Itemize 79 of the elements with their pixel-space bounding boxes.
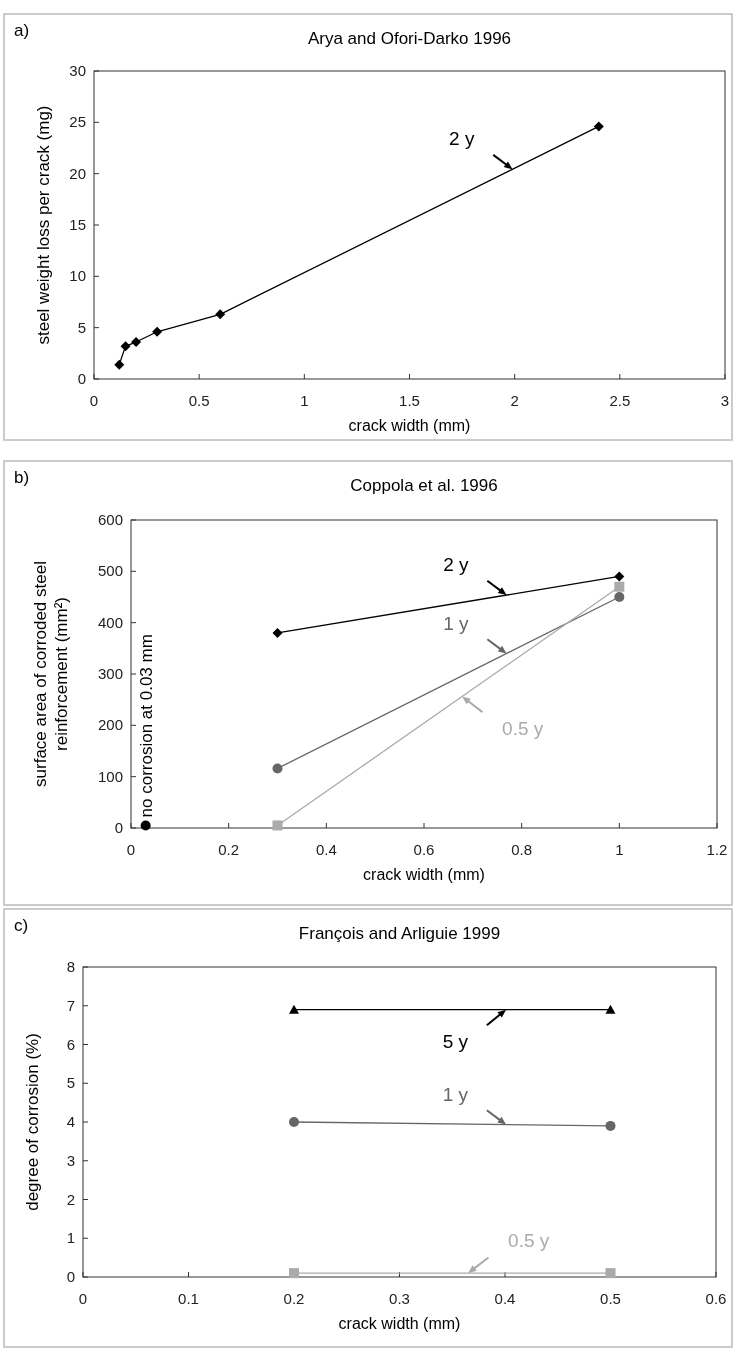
- series-label: 2 y: [449, 128, 475, 150]
- x-tick-label: 1: [615, 841, 624, 858]
- y-tick-label: 2: [66, 1190, 75, 1208]
- x-tick-label: 3: [720, 392, 730, 409]
- series-label: 0.5 y: [508, 1230, 550, 1252]
- point: [215, 309, 226, 320]
- x-tick-label: 2: [510, 392, 519, 409]
- point: [152, 326, 163, 337]
- x-tick-label: 0.4: [494, 1290, 516, 1307]
- y-axis-title: degree of corrosion (%): [23, 1033, 42, 1211]
- x-tick-label: 0.1: [178, 1290, 199, 1307]
- y-tick-label: 30: [69, 62, 86, 79]
- text: 0.5 y: [502, 717, 544, 739]
- y-tick-label: 6: [66, 1035, 75, 1053]
- y-tick-label: 0: [66, 1268, 75, 1285]
- y-tick-label: 0: [114, 819, 123, 836]
- x-tick-label: 0.6: [705, 1290, 727, 1307]
- x-tick-label: 0.2: [283, 1290, 305, 1307]
- chart-title: Arya and Ofori-Darko 1996: [307, 29, 512, 48]
- y-tick-label: 600: [97, 511, 123, 528]
- y-tick-label: 7: [66, 996, 75, 1014]
- y-tick-label: 8: [66, 958, 75, 975]
- y-tick-label: 400: [97, 613, 123, 631]
- point: [114, 359, 125, 370]
- y-tick-label: 10: [69, 267, 86, 285]
- series-label: 1 y: [443, 612, 470, 634]
- series-label: 2 y: [443, 554, 470, 576]
- series-label: 5 y: [442, 1030, 469, 1052]
- x-tick-label: 1: [300, 392, 309, 409]
- x-tick-label: 0.8: [511, 841, 533, 858]
- x-tick-label: 0.6: [413, 841, 435, 858]
- x-tick-label: 2.5: [609, 392, 631, 409]
- text: b): [14, 468, 30, 487]
- series-label: 1 y: [442, 1083, 469, 1105]
- chart-title: Coppola et al. 1996: [350, 476, 498, 495]
- x-tick-label: 0.4: [315, 841, 337, 858]
- y-tick-label: 300: [97, 665, 123, 682]
- point: [131, 337, 142, 348]
- point: [593, 121, 604, 132]
- point: [605, 1120, 616, 1131]
- x-tick-label: 0: [126, 841, 136, 858]
- y-tick-label: 5: [77, 318, 86, 336]
- text: c): [14, 916, 29, 935]
- chart-title: François and Arliguie 1999: [298, 924, 501, 943]
- x-axis-title: crack width (mm): [338, 1315, 461, 1332]
- x-tick-label: 1.5: [399, 392, 420, 409]
- point: [289, 1117, 299, 1127]
- point: [289, 1268, 299, 1279]
- point: [272, 627, 283, 638]
- x-tick-label: 0.3: [389, 1290, 410, 1307]
- point: [614, 592, 625, 602]
- x-tick-label: 0.5: [600, 1290, 621, 1307]
- y-tick-label: 20: [69, 164, 86, 182]
- y-tick-label: 100: [97, 767, 123, 785]
- y-tick-label: 4: [66, 1113, 75, 1130]
- text: a): [14, 21, 30, 40]
- x-tick-label: 0.2: [218, 841, 240, 858]
- y-tick-label: 25: [69, 113, 86, 131]
- point: [614, 571, 625, 582]
- y-axis-title: steel weight loss per crack (mg): [34, 105, 53, 345]
- y-tick-label: 5: [66, 1074, 75, 1092]
- y-axis-title: surface area of corroded steel reinforcement (mm²): [31, 561, 71, 787]
- point: [614, 581, 625, 592]
- point: [605, 1268, 616, 1279]
- y-tick-label: 15: [69, 216, 86, 233]
- point: [120, 341, 131, 352]
- y-tick-label: 3: [66, 1151, 75, 1169]
- point: [272, 763, 283, 774]
- y-tick-label: 1: [66, 1229, 75, 1247]
- x-axis-title: crack width (mm): [363, 866, 485, 883]
- point: [272, 820, 283, 831]
- point: [140, 820, 151, 831]
- x-tick-label: 1.2: [706, 841, 728, 858]
- x-axis-title: crack width (mm): [348, 417, 471, 434]
- y-tick-label: 200: [97, 716, 123, 734]
- y-tick-label: 0: [77, 370, 86, 387]
- x-tick-label: 0.5: [188, 392, 210, 409]
- y-tick-label: 500: [97, 562, 123, 580]
- annotation: no corrosion at 0.03 mm: [136, 634, 156, 818]
